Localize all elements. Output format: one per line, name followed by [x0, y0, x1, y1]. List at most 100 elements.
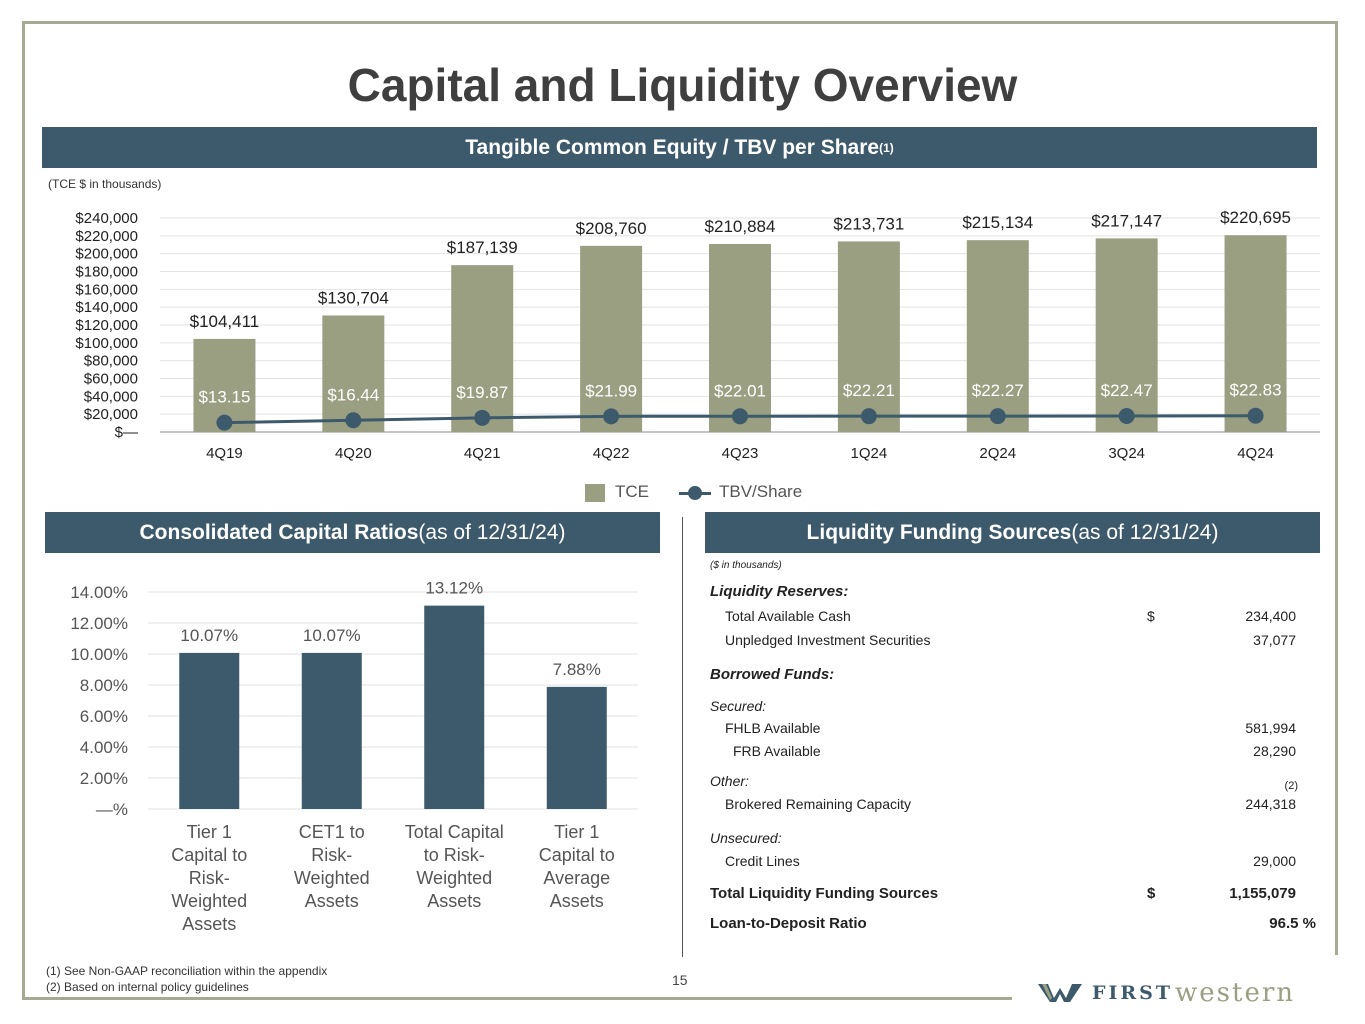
unsecured-label: Unsecured:: [710, 830, 782, 846]
footnote-2: (2) Based on internal policy guidelines: [46, 980, 249, 994]
tce-xtick-label: 4Q19: [206, 445, 243, 462]
ratio-xtick-label: Weighted: [416, 868, 492, 888]
legend-tbv: TBV/Share: [679, 482, 802, 502]
ratio-ytick-label: 8.00%: [80, 676, 128, 695]
securities-label: Unpledged Investment Securities: [725, 632, 931, 648]
ratio-xtick-label: Capital to: [171, 845, 247, 865]
tce-banner-label: Tangible Common Equity / TBV per Share: [465, 135, 880, 159]
capital-banner-date: (as of 12/31/24): [418, 520, 566, 544]
tce-xtick-label: 4Q21: [464, 445, 501, 462]
securities-value: 37,077: [1253, 632, 1296, 648]
tce-bar: [451, 265, 514, 432]
cash-currency: $: [1147, 608, 1155, 624]
tce-ytick-label: $—: [115, 424, 138, 441]
ratio-xtick-label: Tier 1: [554, 822, 599, 842]
ratio-xtick-label: Risk-: [189, 868, 230, 888]
cash-label: Total Available Cash: [725, 608, 851, 624]
tce-ytick-label: $20,000: [84, 406, 138, 423]
tce-ytick-label: $160,000: [75, 281, 138, 298]
tce-bar: [1224, 235, 1287, 432]
ratio-ytick-label: —%: [96, 800, 128, 819]
tbv-data-label: $21.99: [585, 381, 637, 400]
total-currency: $: [1147, 885, 1156, 902]
tce-ytick-label: $120,000: [75, 317, 138, 334]
ratio-xtick-label: to Risk-: [424, 845, 485, 865]
ratio-data-label: 10.07%: [303, 626, 361, 645]
section-divider: [682, 517, 683, 957]
credit-value: 29,000: [1253, 853, 1296, 869]
tbv-point: [216, 414, 233, 431]
tce-xtick-label: 3Q24: [1108, 445, 1145, 462]
capital-ratio-chart: —% 2.00% 4.00% 6.00% 8.00% 10.00% 12.00% 14.00%…: [70, 579, 638, 934]
slide-title: Capital and Liquidity Overview: [347, 59, 1018, 111]
tce-data-label: $208,760: [576, 219, 647, 238]
ratio-ytick-label: 14.00%: [70, 583, 128, 602]
ratio-bar: [546, 686, 607, 809]
tce-data-label: $217,147: [1091, 211, 1162, 230]
brokered-footnote: (2): [1284, 780, 1298, 792]
tce-data-label: $187,139: [447, 238, 518, 257]
tce-ytick-label: $100,000: [75, 335, 138, 352]
tce-ytick-label: $180,000: [75, 264, 138, 281]
tce-bar: [709, 243, 771, 432]
borrowed-header: Borrowed Funds:: [710, 666, 835, 683]
tce-data-label: $104,411: [190, 312, 260, 331]
tce-ytick-label: $200,000: [75, 246, 138, 263]
tbv-line-swatch: [679, 484, 711, 502]
tbv-data-label: $22.27: [972, 381, 1024, 400]
liquidity-banner-bold: Liquidity Funding Sources: [806, 520, 1072, 544]
tce-bar: [1095, 238, 1158, 432]
tce-xtick-label: 2Q24: [979, 445, 1016, 462]
ltd-label: Loan-to-Deposit Ratio: [710, 915, 867, 932]
ratio-ytick-label: 2.00%: [80, 769, 128, 788]
tce-xtick-label: 4Q24: [1237, 445, 1274, 462]
tbv-point: [732, 408, 748, 425]
ratio-ytick-label: 12.00%: [70, 614, 128, 633]
ratio-xtick-label: CET1 to: [299, 822, 365, 842]
ratio-xtick-label: Weighted: [294, 868, 370, 888]
tce-data-label: $130,704: [318, 288, 389, 307]
tce-bar: [966, 240, 1029, 432]
frb-label: FRB Available: [733, 743, 821, 759]
slide-frame: [22, 21, 1338, 999]
credit-label: Credit Lines: [725, 853, 800, 869]
ratio-data-label: 13.12%: [425, 579, 483, 598]
liquidity-banner-date: (as of 12/31/24): [1071, 520, 1219, 544]
tce-bar: [580, 245, 643, 432]
tce-banner-footnote: (1): [879, 140, 894, 155]
liquidity-units: ($ in thousands): [710, 560, 782, 571]
ratio-xtick-label: Total Capital: [405, 822, 504, 842]
ratio-bar: [424, 605, 485, 809]
ratio-ytick-label: 6.00%: [80, 707, 128, 726]
secured-label: Secured:: [710, 698, 767, 714]
ratio-data-label: 7.88%: [553, 660, 601, 679]
ratio-ytick-label: 4.00%: [80, 738, 128, 757]
tce-xtick-label: 4Q22: [593, 445, 630, 462]
ratio-xtick-label: Average: [543, 868, 610, 888]
tce-ytick-label: $40,000: [84, 388, 138, 405]
ratio-xtick-label: Tier 1: [187, 822, 232, 842]
tce-ytick-label: $80,000: [84, 353, 138, 370]
fhlb-label: FHLB Available: [725, 720, 821, 736]
reserves-header: Liquidity Reserves:: [710, 583, 849, 600]
brokered-label: Brokered Remaining Capacity: [725, 796, 911, 812]
tce-swatch: [585, 483, 605, 502]
footnote-1: (1) See Non-GAAP reconciliation within t…: [46, 964, 328, 978]
tce-ytick-label: $220,000: [75, 228, 138, 245]
other-label: Other:: [710, 773, 749, 789]
tbv-data-label: $19.87: [456, 383, 508, 402]
tbv-data-label: $16.44: [327, 385, 379, 404]
ratio-xtick-label: Assets: [305, 891, 359, 911]
ltd-value: 96.5 %: [1269, 915, 1316, 932]
capital-banner-bold: Consolidated Capital Ratios: [139, 520, 419, 544]
ratio-xtick-label: Capital to: [539, 845, 615, 865]
first-western-logo: FIRST western: [1038, 978, 1295, 1008]
tce-ytick-label: $240,000: [75, 210, 138, 227]
tbv-point: [860, 408, 877, 425]
ratio-xtick-label: Assets: [427, 891, 481, 911]
ratio-xtick-label: Weighted: [171, 891, 247, 911]
legend-tce: TCE: [585, 482, 649, 502]
ratio-bar: [179, 652, 240, 809]
tce-xtick-label: 4Q23: [722, 445, 759, 462]
tbv-data-label: $13.15: [198, 388, 250, 407]
